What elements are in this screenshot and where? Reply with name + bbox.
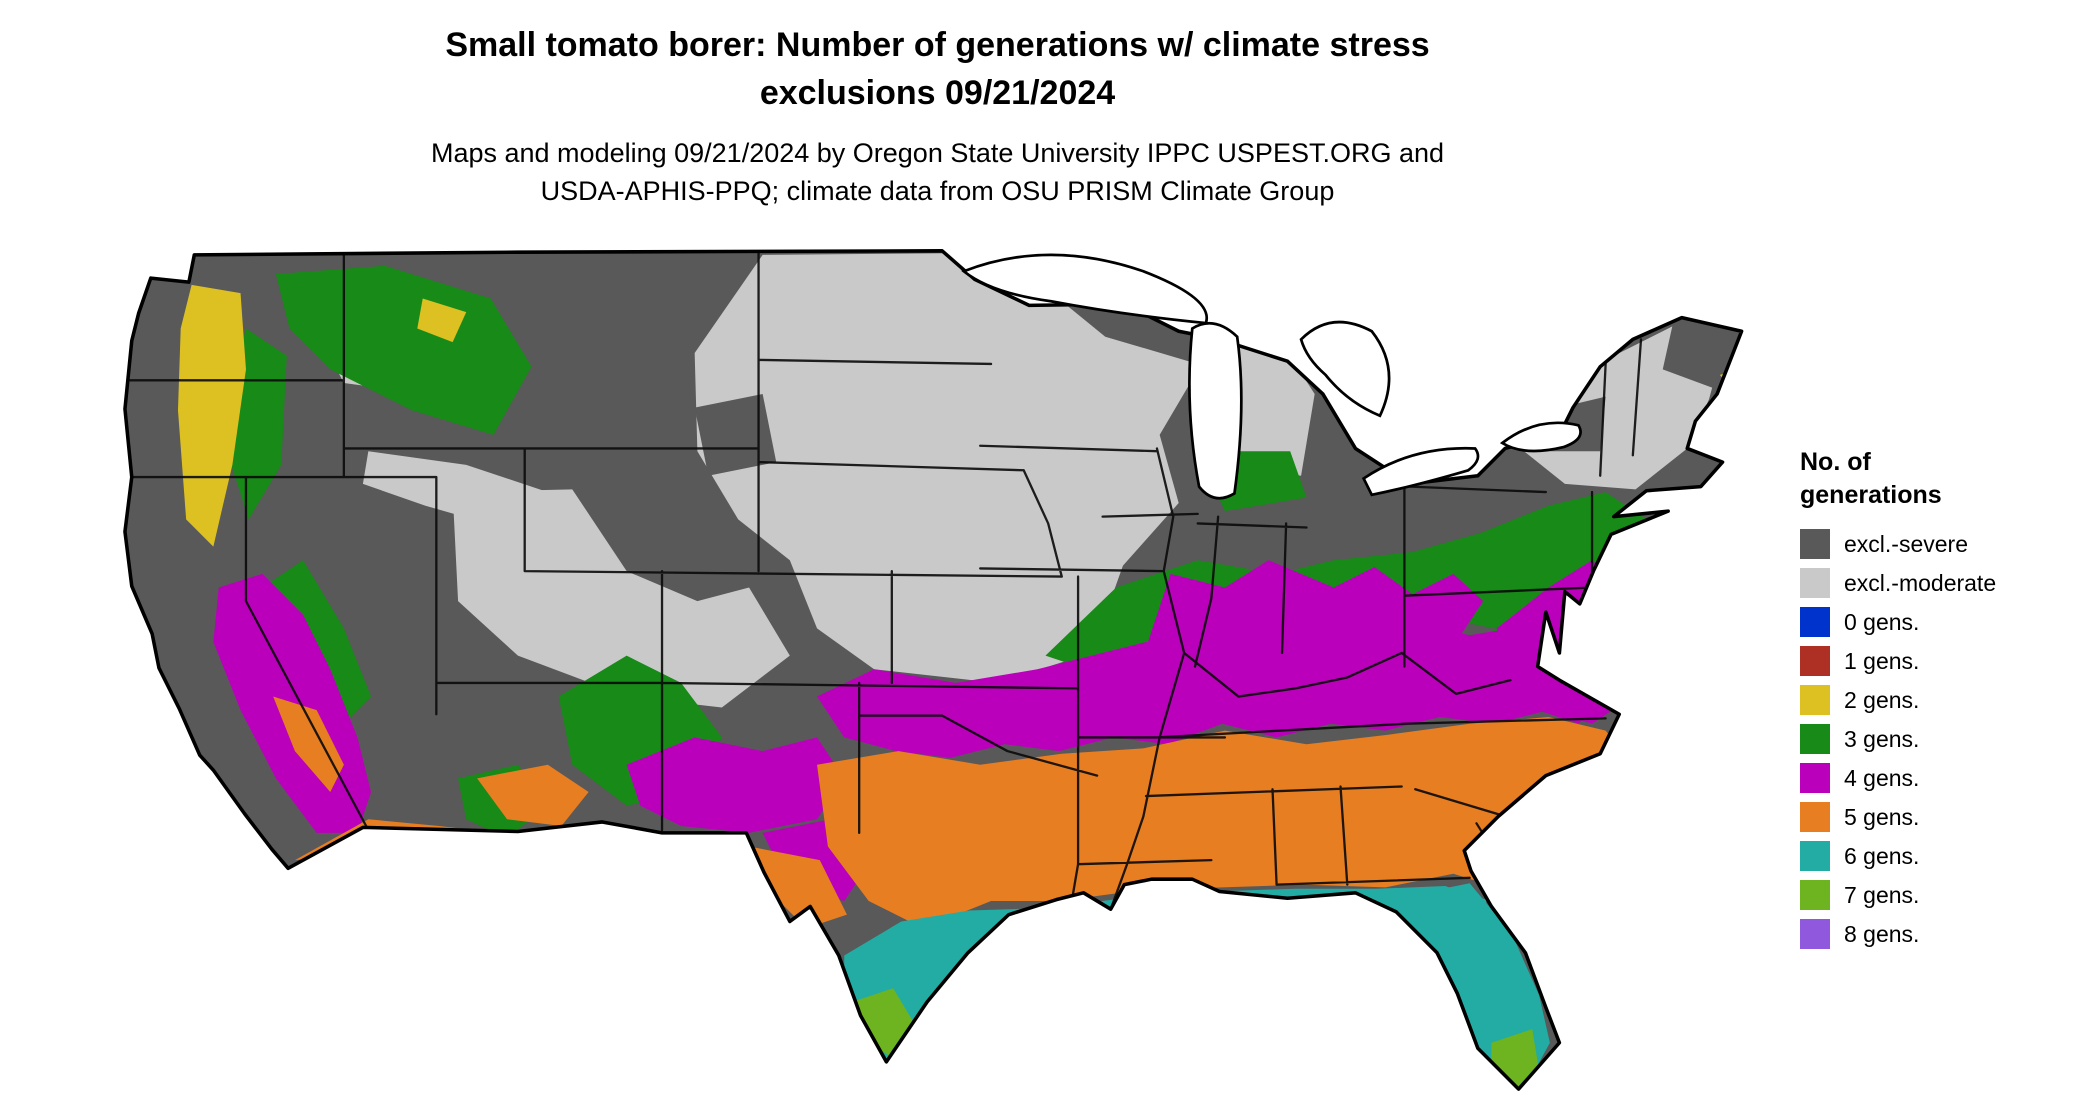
legend-swatch: [1800, 880, 1830, 910]
legend-item-0-gens: 0 gens.: [1800, 607, 2090, 637]
legend-item-8-gens: 8 gens.: [1800, 919, 2090, 949]
lake-huron: [1299, 320, 1391, 418]
legend-item-excl-severe: excl.-severe: [1800, 529, 2090, 559]
legend-items: excl.-severe excl.-moderate 0 gens. 1 ge…: [1800, 529, 2090, 949]
legend-item-2-gens: 2 gens.: [1800, 685, 2090, 715]
legend-label: 3 gens.: [1844, 725, 1920, 752]
legend-label: excl.-moderate: [1844, 569, 1997, 596]
lake-michigan: [1188, 321, 1243, 500]
legend-item-5-gens: 5 gens.: [1800, 802, 2090, 832]
legend-item-3-gens: 3 gens.: [1800, 724, 2090, 754]
legend-swatch: [1800, 802, 1830, 832]
state-borders: [124, 251, 1643, 914]
region-6-gens: [844, 883, 1550, 1090]
legend-title-line-2: generations: [1800, 480, 1942, 509]
legend-swatch: [1800, 724, 1830, 754]
us-outline: [123, 249, 1744, 1091]
map-subtitle-line-2: USDA-APHIS-PPQ; climate data from OSU PR…: [540, 175, 1335, 206]
legend-swatch: [1800, 646, 1830, 676]
legend: No. of generations excl.-severe excl.-mo…: [1800, 446, 2090, 949]
legend-label: 0 gens.: [1844, 608, 1920, 635]
legend-label: 6 gens.: [1844, 842, 1920, 869]
legend-item-4-gens: 4 gens.: [1800, 763, 2090, 793]
legend-swatch: [1800, 763, 1830, 793]
legend-item-6-gens: 6 gens.: [1800, 841, 2090, 871]
legend-swatch: [1800, 529, 1830, 559]
legend-label: 8 gens.: [1844, 920, 1920, 947]
legend-item-excl-moderate: excl.-moderate: [1800, 568, 2090, 598]
header: Small tomato borer: Number of generation…: [0, 22, 1875, 211]
us-generations-map: [110, 244, 1762, 1116]
great-lakes: [961, 253, 1582, 500]
map-title-line-2: exclusions 09/21/2024: [759, 73, 1116, 112]
legend-label: 5 gens.: [1844, 803, 1920, 830]
legend-swatch: [1800, 919, 1830, 949]
legend-label: 4 gens.: [1844, 764, 1920, 791]
legend-label: 7 gens.: [1844, 881, 1920, 908]
region-8-gens: [1511, 1087, 1533, 1090]
map-title-line-1: Small tomato borer: Number of generation…: [445, 26, 1430, 64]
legend-item-7-gens: 7 gens.: [1800, 880, 2090, 910]
legend-swatch: [1800, 685, 1830, 715]
map-subtitle-line-1: Maps and modeling 09/21/2024 by Oregon S…: [430, 138, 1445, 169]
legend-label: 2 gens.: [1844, 686, 1920, 713]
map-subtitle: Maps and modeling 09/21/2024 by Oregon S…: [0, 135, 1875, 211]
legend-title-line-1: No. of: [1800, 448, 1871, 476]
legend-swatch: [1800, 607, 1830, 637]
legend-label: 1 gens.: [1844, 647, 1920, 674]
lake-ontario: [1499, 421, 1582, 453]
legend-swatch: [1800, 841, 1830, 871]
lake-erie: [1361, 446, 1480, 497]
legend-item-1-gens: 1 gens.: [1800, 646, 2090, 676]
legend-swatch: [1800, 568, 1830, 598]
us-map-svg: [123, 249, 1744, 1091]
legend-label: excl.-severe: [1844, 530, 1968, 557]
region-7-gens: [852, 988, 1540, 1090]
